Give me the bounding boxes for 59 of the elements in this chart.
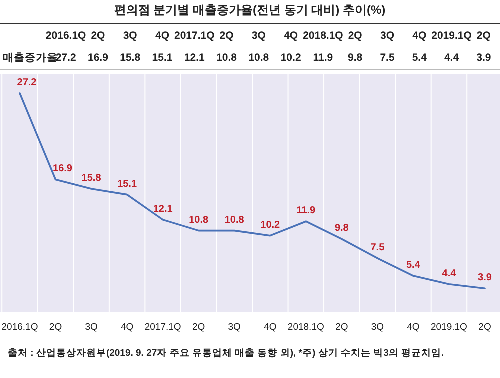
text: 2Q xyxy=(91,30,106,42)
text: 10.8 xyxy=(248,52,270,64)
data-label: 3.9 xyxy=(478,272,492,284)
text: 3Q xyxy=(252,30,266,42)
x-tick-label: 3Q xyxy=(228,322,241,333)
x-tick-label: 3Q xyxy=(85,322,98,333)
x-tick-label: 4Q xyxy=(264,322,277,333)
x-tick-label: 2Q xyxy=(336,322,348,333)
text: 3Q xyxy=(380,30,395,42)
data-label: 5.4 xyxy=(406,260,421,272)
x-tick-label: 2017.1Q xyxy=(144,322,182,333)
text: 4Q xyxy=(412,30,427,42)
x-tick-label: 2016.1Q xyxy=(2,322,38,333)
x-tick-label: 4Q xyxy=(120,322,134,333)
text: 15.1 xyxy=(152,52,173,64)
data-label: 10.8 xyxy=(189,214,210,226)
x-tick-label: 2Q xyxy=(478,322,492,333)
data-label: 15.1 xyxy=(118,178,138,190)
x-tick-label: 2Q xyxy=(49,322,62,333)
text: 11.9 xyxy=(313,52,334,64)
data-label: 7.5 xyxy=(370,242,386,254)
text: 2018.1Q xyxy=(303,30,344,42)
x-tick-label: 3Q xyxy=(371,322,384,333)
text: 편의점 분기별 매출증가율(전년 동기 대비) 추이(%) xyxy=(114,3,386,17)
data-label: 15.8 xyxy=(82,172,102,184)
text: 9.8 xyxy=(348,52,363,64)
text: 4Q xyxy=(284,30,298,42)
data-label: 4.4 xyxy=(442,268,457,280)
text: 4Q xyxy=(155,30,170,42)
data-label: 11.9 xyxy=(296,206,316,217)
text: 12.1 xyxy=(184,52,206,64)
text: 2Q xyxy=(348,30,362,42)
text: 2016.1Q xyxy=(46,30,86,42)
data-label: 16.9 xyxy=(53,164,73,175)
text: 매출증가율 xyxy=(3,52,58,64)
x-tick-label: 2018.1Q xyxy=(288,322,324,333)
text: 2Q xyxy=(220,30,234,42)
data-label: 9.8 xyxy=(334,223,350,234)
text: 15.8 xyxy=(120,52,141,64)
text: 4.4 xyxy=(444,52,460,64)
text: 27.2 xyxy=(56,52,76,64)
text: 3Q xyxy=(123,30,138,42)
text: 2Q xyxy=(476,30,491,42)
text: 2019.1Q xyxy=(432,30,472,42)
source-note: 출처 : 산업통상자원부(2019. 9. 27자 주요 유통업체 매출 동향 외), *주) 상기 수치는 빅3의 평균치임. xyxy=(8,348,444,359)
data-label: 27.2 xyxy=(17,78,38,89)
x-tick-label: 4Q xyxy=(407,322,420,333)
x-tick-label: 2019.1Q xyxy=(431,322,468,333)
data-label: 10.8 xyxy=(224,214,245,226)
text: 16.9 xyxy=(88,52,109,64)
text: 10.2 xyxy=(280,52,302,64)
data-label: 10.2 xyxy=(260,220,281,231)
text: 10.8 xyxy=(216,52,238,64)
text: 3.9 xyxy=(476,52,492,64)
text: 7.5 xyxy=(380,52,395,64)
text: 5.4 xyxy=(412,52,428,64)
data-label: 12.1 xyxy=(153,204,174,215)
x-tick-label: 2Q xyxy=(192,322,206,333)
text: 2017.1Q xyxy=(174,30,215,42)
